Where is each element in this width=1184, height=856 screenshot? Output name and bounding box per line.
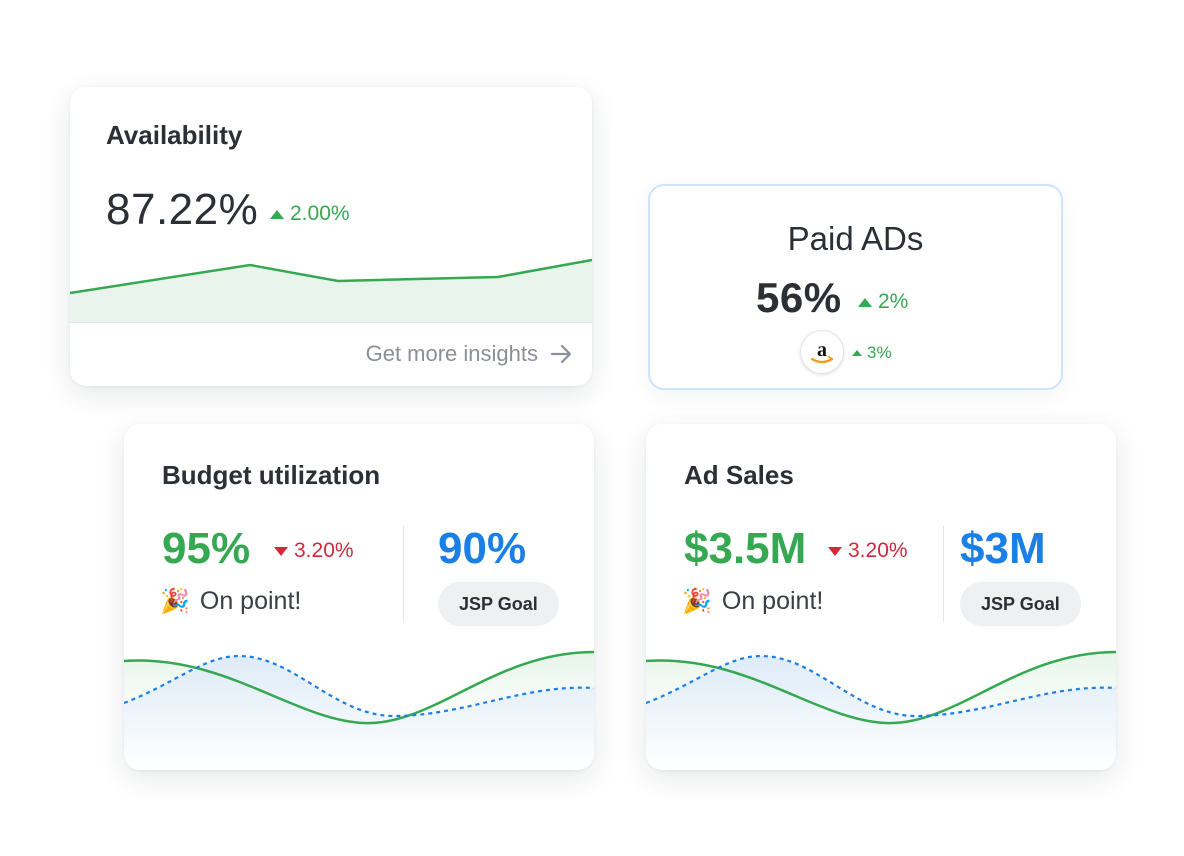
budget-status-label: On point! <box>199 587 302 615</box>
party-popper-icon: 🎉 <box>160 588 190 615</box>
ad-sales-delta: 3.20% <box>828 539 908 563</box>
ad-sales-status: 🎉 On point! <box>682 587 823 616</box>
ad-sales-goal-value: $3M <box>960 524 1046 573</box>
paid-ads-value: 56% <box>756 274 842 321</box>
jsp-goal-badge: JSP Goal <box>960 582 1081 626</box>
insights-label: Get more insights <box>365 341 538 366</box>
paid-ads-card: Paid ADs 56% 2% a 3% <box>648 184 1063 390</box>
ad-sales-wave-chart <box>646 650 1116 770</box>
ad-sales-title: Ad Sales <box>684 460 794 490</box>
arrow-right-icon <box>550 344 572 364</box>
jsp-goal-badge: JSP Goal <box>438 582 559 626</box>
paid-ads-delta: 2% <box>858 290 908 314</box>
budget-delta: 3.20% <box>274 539 354 563</box>
ad-sales-value: $3.5M <box>684 524 807 573</box>
amazon-delta-value: 3% <box>867 343 892 362</box>
ad-sales-status-label: On point! <box>721 587 824 615</box>
amazon-delta: 3% <box>852 343 892 363</box>
availability-title: Availability <box>106 120 243 150</box>
budget-status: 🎉 On point! <box>160 587 301 616</box>
triangle-down-icon <box>828 546 842 556</box>
triangle-up-icon <box>858 297 872 307</box>
get-more-insights-link[interactable]: Get more insights <box>366 341 572 367</box>
divider <box>943 526 944 622</box>
party-popper-icon: 🎉 <box>682 588 712 615</box>
triangle-up-icon <box>270 209 284 219</box>
availability-delta: 2.00% <box>270 202 350 226</box>
triangle-up-icon <box>852 350 862 356</box>
divider <box>403 526 404 622</box>
availability-delta-value: 2.00% <box>290 202 350 225</box>
divider <box>70 322 592 323</box>
svg-text:a: a <box>817 339 827 361</box>
availability-sparkline <box>70 258 592 323</box>
ad-sales-delta-value: 3.20% <box>848 539 908 562</box>
budget-wave-chart <box>124 650 594 770</box>
budget-goal-value: 90% <box>438 524 527 573</box>
amazon-logo-icon: a <box>800 330 844 374</box>
ad-sales-card: Ad Sales $3.5M 3.20% 🎉 On point! $3M JSP… <box>646 424 1116 770</box>
amazon-logo-mark: a <box>810 339 834 364</box>
paid-ads-title: Paid ADs <box>787 220 924 257</box>
budget-delta-value: 3.20% <box>294 539 354 562</box>
paid-ads-delta-value: 2% <box>878 290 909 313</box>
triangle-down-icon <box>274 546 288 556</box>
budget-utilization-card: Budget utilization 95% 3.20% 🎉 On point!… <box>124 424 594 770</box>
budget-title: Budget utilization <box>162 460 381 490</box>
availability-value: 87.22% <box>106 185 259 234</box>
availability-card: Availability 87.22% 2.00% Get more insig… <box>70 87 592 386</box>
budget-value: 95% <box>162 524 251 573</box>
